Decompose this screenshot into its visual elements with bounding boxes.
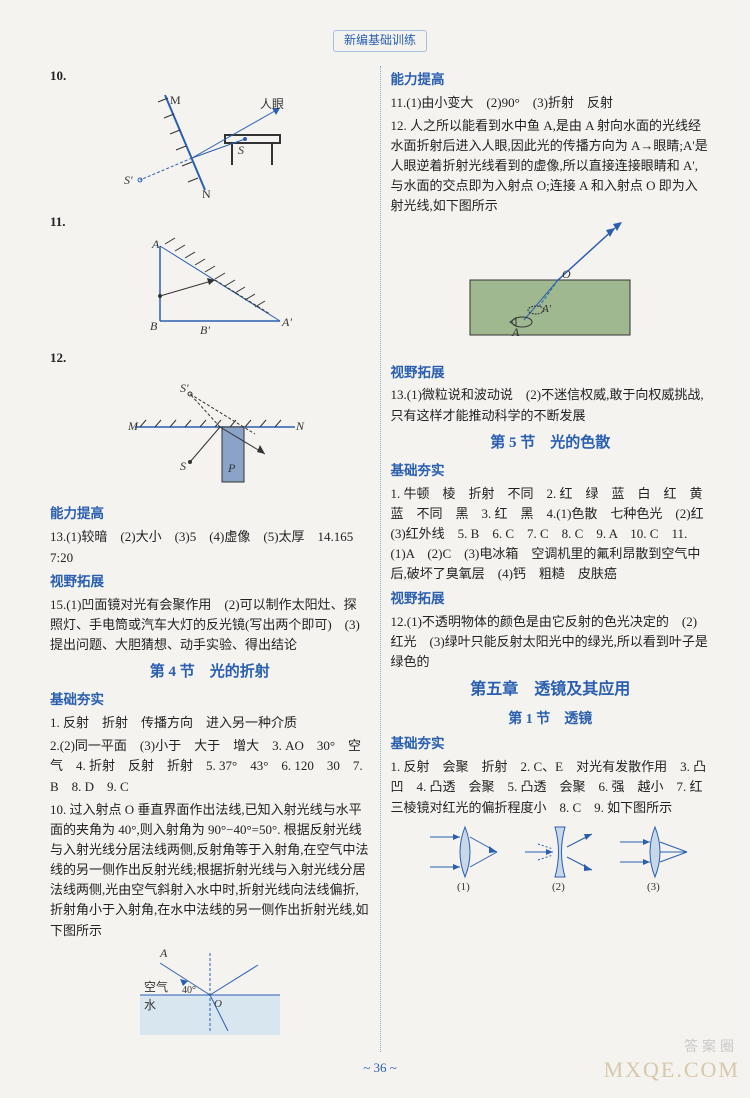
diagram-q11: A A' B B' bbox=[50, 236, 370, 342]
svg-text:M: M bbox=[170, 93, 181, 107]
svg-text:水: 水 bbox=[144, 998, 156, 1012]
sec-vision2-right: 视野拓展 bbox=[391, 589, 711, 610]
svg-text:A: A bbox=[511, 325, 520, 339]
sec-basic2-right: 基础夯实 bbox=[391, 734, 711, 755]
sec-vision-right: 视野拓展 bbox=[391, 363, 711, 384]
svg-text:B: B bbox=[150, 319, 158, 333]
svg-text:S': S' bbox=[124, 173, 133, 187]
chapter5-title: 第 5 节 光的色散 bbox=[391, 432, 711, 455]
q13-left: 13.(1)较暗 (2)大小 (3)5 (4)虚像 (5)太厚 14.165 7… bbox=[50, 527, 370, 567]
page-header: 新编基础训练 bbox=[333, 30, 427, 52]
sec-basic-left: 基础夯实 bbox=[50, 690, 370, 711]
svg-text:40°: 40° bbox=[182, 985, 196, 996]
d1: 1. 反射 会聚 折射 2. C、E 对光有发散作用 3. 凸 凹 4. 凸透 … bbox=[391, 757, 711, 817]
q15-left: 15.(1)凹面镜对光有会聚作用 (2)可以制作太阳灶、探照灯、手电筒或汽车大灯… bbox=[50, 595, 370, 655]
svg-text:O: O bbox=[562, 267, 571, 281]
svg-text:B': B' bbox=[200, 323, 210, 336]
q12-label: 12. bbox=[50, 348, 370, 368]
r-q11: 11.(1)由小变大 (2)90° (3)折射 反射 bbox=[391, 93, 711, 113]
right-column: 能力提高 11.(1)由小变大 (2)90° (3)折射 反射 12. 人之所以… bbox=[391, 66, 711, 1052]
svg-text:S': S' bbox=[180, 381, 189, 395]
watermark-url: MXQE.COM bbox=[604, 1053, 740, 1087]
left-column: 10. bbox=[50, 66, 370, 1052]
svg-text:空气: 空气 bbox=[144, 979, 168, 994]
subchapter-title: 第 1 节 透镜 bbox=[391, 709, 711, 731]
b2: 2.(2)同一平面 (3)小于 大于 增大 3. AO 30° 空气 4. 折射… bbox=[50, 736, 370, 796]
svg-text:(1): (1) bbox=[457, 881, 470, 892]
diagram-fish: O A A' bbox=[391, 220, 711, 356]
diagram-lenses: (1) (2) bbox=[391, 822, 711, 898]
b1: 1. 反射 折射 传播方向 进入另一种介质 bbox=[50, 713, 370, 733]
svg-text:A': A' bbox=[541, 303, 552, 315]
sec-basic-right: 基础夯实 bbox=[391, 461, 711, 482]
q11-label: 11. bbox=[50, 212, 370, 232]
chapter4-title: 第 4 节 光的折射 bbox=[50, 661, 370, 684]
svg-text:N: N bbox=[295, 419, 305, 433]
diagram-refraction: A 空气 水 O 40° bbox=[50, 945, 370, 1046]
b10: 10. 过入射点 O 垂直界面作出法线,已知入射光线与水平面的夹角为 40°,则… bbox=[50, 800, 370, 941]
c12: 12.(1)不透明物体的颜色是由它反射的色光决定的 (2)红光 (3)绿叶只能反… bbox=[391, 612, 711, 672]
q10-label: 10. bbox=[50, 66, 370, 86]
svg-text:A: A bbox=[151, 237, 160, 251]
svg-text:O: O bbox=[214, 998, 222, 1010]
r-q13: 13.(1)微粒说和波动说 (2)不迷信权威,敢于向权威挑战,只有这样才能推动科… bbox=[391, 385, 711, 425]
r-q12: 12. 人之所以能看到水中鱼 A,是由 A 射向水面的光线经水面折射后进入人眼,… bbox=[391, 116, 711, 217]
svg-text:N: N bbox=[202, 187, 211, 200]
svg-text:M: M bbox=[127, 419, 139, 433]
chapter-big-title: 第五章 透镜及其应用 bbox=[391, 678, 711, 703]
svg-text:A': A' bbox=[281, 315, 292, 329]
svg-text:S: S bbox=[180, 459, 186, 473]
svg-text:人眼: 人眼 bbox=[260, 97, 284, 111]
diagram-q10: M 人眼 S' S N bbox=[50, 90, 370, 206]
diagram-q12: S S' M N P bbox=[50, 372, 370, 498]
sec-vision-left: 视野拓展 bbox=[50, 572, 370, 593]
column-divider bbox=[380, 66, 381, 1052]
c1: 1. 牛顿 棱 折射 不同 2. 红 绿 蓝 白 红 黄 蓝 不同 黑 3. 红… bbox=[391, 484, 711, 585]
svg-text:P: P bbox=[227, 461, 236, 475]
svg-text:A: A bbox=[159, 946, 168, 960]
svg-text:(3): (3) bbox=[647, 881, 660, 892]
svg-text:(2): (2) bbox=[552, 881, 565, 892]
svg-text:S: S bbox=[238, 143, 244, 157]
sec-ability-left: 能力提高 bbox=[50, 504, 370, 525]
sec-ability-right: 能力提高 bbox=[391, 70, 711, 91]
